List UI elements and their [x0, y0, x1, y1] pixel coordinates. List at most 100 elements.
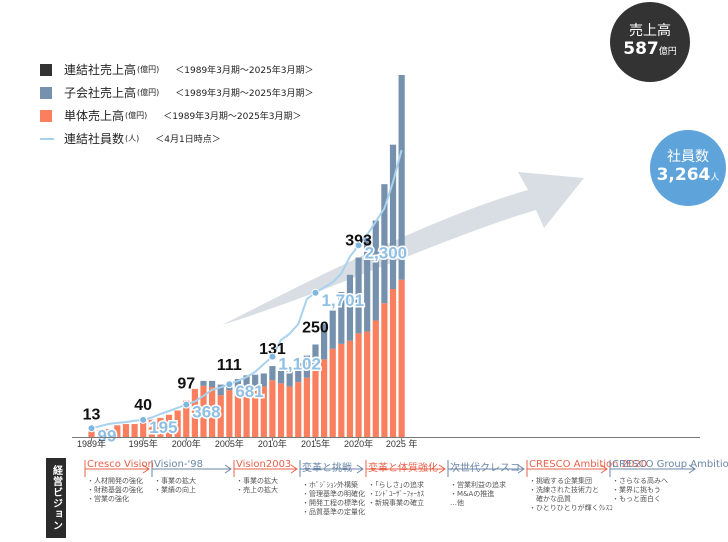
employee-point	[139, 415, 148, 424]
bar-subsidiary-sales	[355, 257, 362, 334]
vision-era-item: 確かな品質	[529, 495, 571, 503]
vision-era-item: …他	[450, 499, 464, 507]
bar-parent-sales	[277, 383, 285, 437]
vision-era-item: ・M&Aの推進	[450, 490, 495, 498]
bar-parent-sales	[209, 387, 216, 437]
bar-subsidiary-sales	[243, 375, 250, 389]
bar-parent-sales	[131, 424, 138, 437]
bar-subsidiary-sales	[346, 274, 354, 341]
bar-parent-sales	[364, 331, 371, 437]
vision-era-item: ・ｴﾝﾄﾞﾕｰｻﾞｰﾌｫｰｶｽ	[368, 490, 424, 498]
vision-era-item: ・事業の拡大	[154, 477, 196, 485]
bar-subsidiary-sales	[295, 362, 302, 383]
vision-period-arrowhead	[600, 464, 608, 474]
vision-era: 変革と体質強化 ・｢らしさ｣の追求 ・ｴﾝﾄﾞﾕｰｻﾞｰﾌｫｰｶｽ ・新規事業の確立	[368, 459, 438, 508]
bar-parent-sales	[295, 382, 302, 437]
vision-era: CRESCO Ambition 2020 ・挑戦する企業集団 ・洗練された技術力と …	[529, 459, 647, 513]
employees-bubble-title: 社員数	[667, 148, 709, 165]
sales-bubble: 売上高 587億円	[610, 2, 690, 82]
bar-parent-sales	[252, 389, 259, 437]
bar-total-label: 111	[217, 357, 242, 374]
vision-era-title: 変革と挑戦	[302, 463, 352, 474]
vision-era-item: ・ひとりひとりが輝くｸﾚｽｺ	[529, 504, 613, 512]
bar-parent-sales	[88, 431, 95, 437]
vision-era: Cresco Vision ・人材開発の強化 ・財務基盤の強化 ・営業の強化	[87, 459, 154, 504]
bar-subsidiary-sales	[217, 384, 224, 396]
employee-point	[87, 424, 96, 433]
bar-parent-sales	[381, 303, 388, 437]
vision-era-item: ・ホﾟｼﾞｼｮﾝ外構築	[302, 481, 358, 489]
bar-parent-sales	[286, 386, 293, 437]
legend-unit: (億円)	[137, 65, 160, 74]
vision-era-title: Vision2003	[236, 459, 292, 470]
employee-point	[225, 380, 234, 389]
bar-total-label: 13	[83, 406, 101, 423]
legend-period: ＜1989年3月期〜2025年3月期＞	[163, 112, 302, 122]
vision-period-line	[299, 460, 362, 477]
employee-point	[182, 400, 191, 409]
vision-period-line	[447, 460, 523, 477]
bar-subsidiary-sales	[389, 144, 397, 289]
employee-point	[268, 352, 277, 361]
bar-subsidiary-sales	[234, 379, 242, 390]
vision-period-line	[609, 460, 694, 477]
vision-period-arrowhead	[290, 464, 298, 474]
bar-parent-sales	[260, 386, 267, 437]
bar-subsidiary-sales	[303, 355, 310, 378]
bar-parent-sales	[226, 390, 233, 437]
employee-point	[311, 288, 320, 297]
bar-parent-sales	[191, 388, 198, 437]
bar-parent-sales	[398, 279, 405, 437]
legend-unit: (億円)	[125, 111, 148, 120]
x-tick-label: 1989年	[77, 438, 106, 449]
vision-era-item: ・挑戦する企業集団	[529, 477, 592, 485]
bar-parent-sales	[200, 385, 207, 437]
bar-parent-sales	[105, 428, 112, 437]
vision-era-item: ・管理基準の明確化	[302, 490, 365, 498]
employees-bubble-value: 3,264	[656, 164, 711, 185]
vision-era-title: Vision-'98	[154, 459, 203, 470]
x-tick-label: 2025 年	[386, 438, 418, 449]
vision-era: 変革と挑戦 ・ホﾟｼﾞｼｮﾝ外構築 ・管理基準の明確化 ・開発工程の標準化 ・品質基準の…	[302, 459, 365, 517]
employee-count-label: 1,701	[321, 291, 364, 310]
vision-period-arrowhead	[688, 464, 696, 474]
vision-era-item: ・業績の向上	[154, 486, 196, 494]
vision-era-item: ・新規事業の確立	[368, 499, 424, 507]
bar-total-label: 250	[302, 319, 329, 336]
legend-period: ＜1989年3月期〜2025年3月期＞	[175, 89, 314, 99]
bar-subsidiary-sales	[286, 369, 293, 387]
employees-bubble-value-wrap: 3,264人	[657, 165, 720, 188]
bar-subsidiary-sales	[260, 373, 267, 387]
bar-parent-sales	[140, 422, 147, 437]
vision-era-item: ・営業の強化	[87, 495, 129, 503]
sales-bubble-value: 587	[623, 38, 659, 59]
vision-period-line	[233, 460, 296, 477]
vision-era-item: ・人材開発の強化	[87, 477, 143, 485]
legend-subsidiary: 子会社売上高 (億円) ＜1989年3月期〜2025年3月期＞	[40, 81, 314, 104]
legend-swatch-consolidated	[40, 63, 52, 76]
bar-subsidiary-sales	[277, 369, 285, 384]
bar-parent-sales	[355, 333, 362, 437]
bar-parent-sales	[165, 414, 173, 437]
vision-era-item: ・財務基盤の強化	[87, 486, 143, 494]
vision-era-item: ・開発工程の標準化	[302, 499, 365, 507]
bar-subsidiary-sales	[364, 237, 371, 332]
vision-era: Vision-'98 ・事業の拡大 ・業績の向上	[154, 459, 203, 495]
vision-era: Vision2003 ・事業の拡大 ・売上の拡大	[236, 459, 291, 495]
x-tick-label: 1995年	[129, 438, 158, 449]
vision-era: CRESCO Group Ambition 2030 ・さらなる高みへ・業界に挑も…	[612, 459, 728, 504]
sales-bubble-value-wrap: 587億円	[623, 39, 677, 62]
vision-period-arrowhead	[356, 464, 364, 474]
vision-era-title: 次世代クレスコ	[450, 463, 520, 474]
vision-period-line	[151, 460, 230, 477]
employee-count-label: 195	[149, 418, 177, 437]
vision-era-title: CRESCO Group Ambition 2030	[612, 459, 728, 470]
bar-parent-sales	[97, 430, 104, 437]
legend-label: 子会社売上高	[64, 86, 137, 100]
vision-period-line	[84, 460, 148, 477]
vision-era-title: CRESCO Ambition 2020	[529, 459, 648, 470]
bar-subsidiary-sales	[338, 292, 345, 344]
legend: 連結社売上高 (億円) ＜1989年3月期〜2025年3月期＞ 子会社売上高 (…	[40, 58, 314, 150]
bar-parent-sales	[174, 410, 181, 437]
